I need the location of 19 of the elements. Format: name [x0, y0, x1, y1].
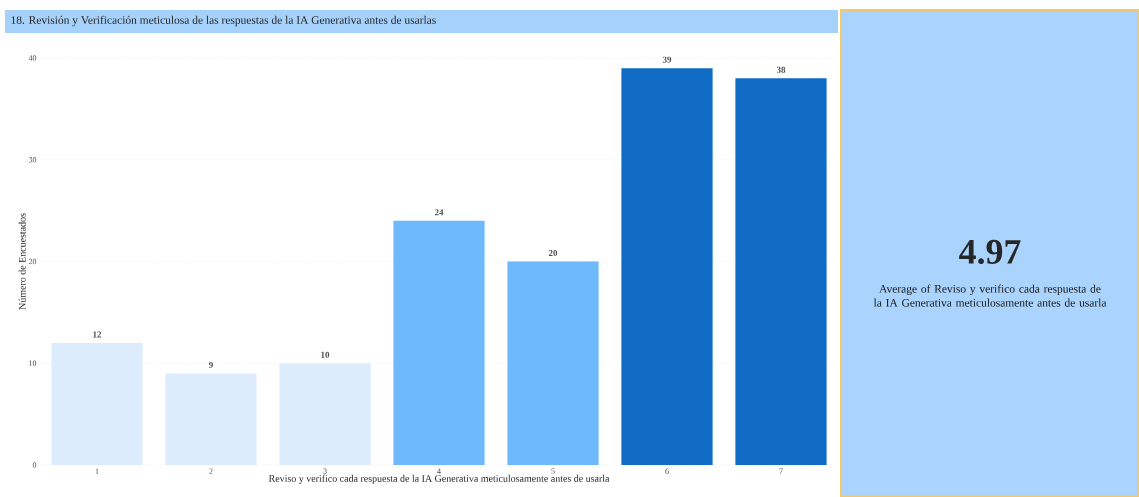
- bar: [507, 261, 599, 465]
- chart-title: 18. Revisión y Verificación meticulosa de las respuestas de la IA Generativa antes de usarlas: [11, 15, 436, 27]
- y-axis-title: Número de Encuestados: [18, 213, 26, 310]
- bar: [165, 373, 257, 465]
- data-label: 9: [209, 361, 213, 368]
- text: Average of Reviso y verifico cada respuesta de la IA Generativa meticulosamente antes de usarla: [873, 284, 1107, 307]
- x-axis-title: Reviso y verifico cada respuesta de la IA Generativa meticulosamente antes de usarla: [268, 474, 610, 484]
- data-label: 38: [776, 66, 786, 73]
- bar: [51, 342, 143, 465]
- bar: [621, 68, 713, 465]
- data-label: 10: [321, 351, 330, 358]
- data-label: 20: [548, 249, 558, 256]
- data-label: 39: [662, 56, 672, 63]
- data-label: 24: [434, 209, 444, 216]
- bar: [279, 363, 371, 465]
- data-label: 12: [93, 331, 102, 338]
- text: 4.97: [959, 239, 1021, 265]
- bar: [735, 78, 827, 465]
- bar: [393, 220, 485, 465]
